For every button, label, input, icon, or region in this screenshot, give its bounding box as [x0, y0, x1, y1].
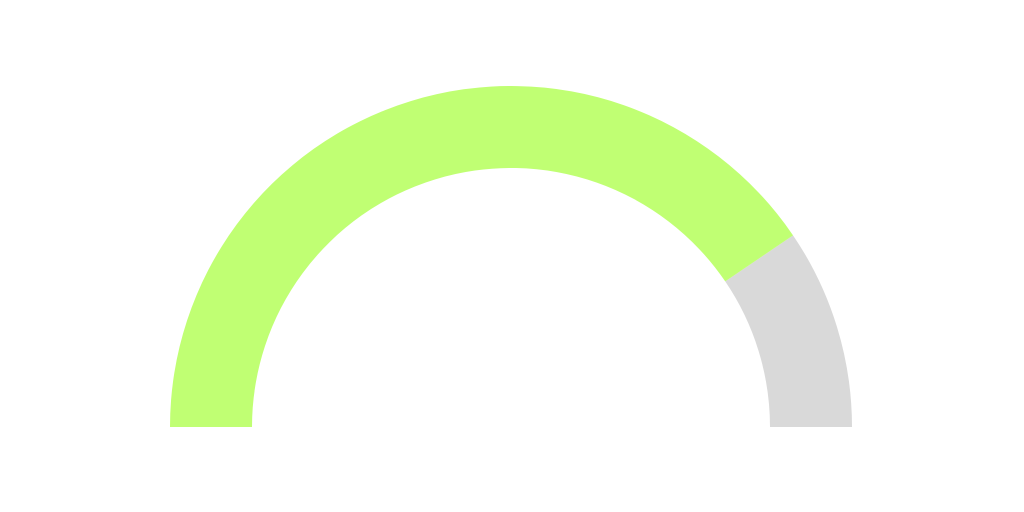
gauge-value	[170, 86, 794, 428]
gauge-track	[725, 235, 852, 427]
